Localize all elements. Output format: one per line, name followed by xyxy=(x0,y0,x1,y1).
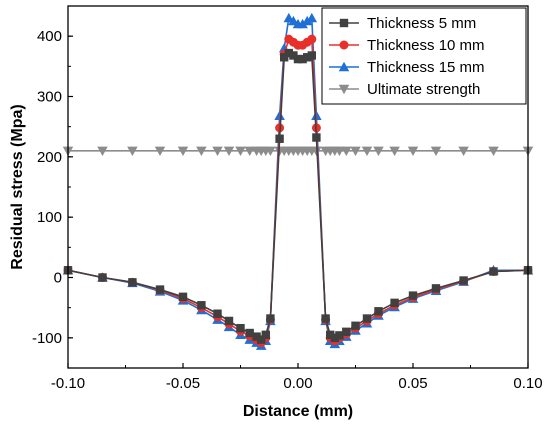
data-point xyxy=(303,53,312,62)
data-point xyxy=(321,314,330,323)
data-point xyxy=(275,134,284,143)
y-tick-label: 0 xyxy=(54,270,62,287)
series-0 xyxy=(63,48,533,344)
y-tick-label: 400 xyxy=(37,28,62,45)
data-point xyxy=(341,146,352,157)
legend-marker xyxy=(339,40,349,50)
data-point xyxy=(312,133,321,142)
data-point xyxy=(245,328,254,338)
y-tick-label: 200 xyxy=(37,149,62,166)
data-point xyxy=(389,146,400,157)
legend-item: Thickness 15 mm xyxy=(329,59,485,76)
data-point xyxy=(330,333,339,343)
data-point xyxy=(361,146,373,157)
data-point xyxy=(342,327,351,336)
legend-marker xyxy=(338,84,350,95)
data-point xyxy=(97,146,108,157)
data-point xyxy=(298,54,307,64)
data-point xyxy=(236,323,245,333)
legend-label: Ultimate strength xyxy=(367,81,480,98)
data-point xyxy=(373,146,384,157)
data-point xyxy=(334,146,345,157)
series-layer xyxy=(62,12,534,350)
x-tick-label: 0.10 xyxy=(513,375,542,392)
legend-item: Thickness 5 mm xyxy=(329,15,476,32)
data-point xyxy=(293,54,303,64)
x-tick-label: 0.00 xyxy=(283,375,312,392)
data-point xyxy=(223,146,235,157)
legend-item: Thickness 10 mm xyxy=(329,37,485,54)
series-3 xyxy=(62,146,534,157)
data-point xyxy=(301,15,313,26)
data-point xyxy=(252,332,261,341)
data-point xyxy=(261,330,270,340)
data-point xyxy=(257,335,266,344)
data-point xyxy=(407,146,419,157)
legend-item: Ultimate strength xyxy=(329,81,480,98)
data-point xyxy=(244,146,255,157)
data-point xyxy=(127,146,138,157)
data-point xyxy=(197,301,206,310)
data-point xyxy=(408,291,418,300)
data-point xyxy=(98,273,107,282)
data-point xyxy=(213,309,222,318)
data-point xyxy=(307,34,317,44)
x-tick-label: -0.10 xyxy=(51,375,85,392)
x-tick-label: -0.05 xyxy=(166,375,200,392)
data-point xyxy=(459,276,468,285)
data-point xyxy=(284,48,293,58)
data-point xyxy=(307,51,316,60)
data-point xyxy=(178,292,188,302)
legend: Thickness 5 mm Thickness 10 mm Thickness 1… xyxy=(321,7,527,105)
data-point xyxy=(351,321,360,330)
x-tick-label: 0.05 xyxy=(398,375,427,392)
data-point xyxy=(196,146,207,157)
data-point xyxy=(335,331,344,340)
data-point xyxy=(128,278,137,287)
data-point xyxy=(374,307,383,316)
data-point xyxy=(289,51,298,60)
legend-label: Thickness 5 mm xyxy=(367,15,476,32)
data-point xyxy=(235,146,246,157)
data-point xyxy=(155,285,165,294)
data-point xyxy=(224,316,234,326)
y-tick-label: 300 xyxy=(37,89,62,106)
data-point xyxy=(350,146,361,157)
data-point xyxy=(177,146,189,157)
data-point xyxy=(362,314,372,323)
y-axis-label: Residual stress (Mpa) xyxy=(9,104,26,269)
data-point xyxy=(212,146,223,157)
data-point xyxy=(390,298,399,308)
legend-marker xyxy=(339,18,349,28)
data-point xyxy=(280,53,289,62)
data-point xyxy=(488,146,499,157)
axis-ticks: -0.10 -0.05 0.00 0.05 0.10 -100 0 100 200 300 400 xyxy=(32,5,543,392)
x-axis-label: Distance (mm) xyxy=(243,403,353,420)
legend-box xyxy=(321,7,527,105)
data-point xyxy=(154,146,166,157)
data-point xyxy=(306,12,318,23)
legend-label: Thickness 15 mm xyxy=(367,59,485,76)
y-tick-label: -100 xyxy=(32,330,62,347)
y-tick-label: 100 xyxy=(37,209,62,226)
data-point xyxy=(489,267,498,276)
data-point xyxy=(265,146,276,157)
data-point xyxy=(458,146,469,157)
data-point xyxy=(326,330,335,340)
data-point xyxy=(266,314,275,323)
legend-marker xyxy=(338,61,350,72)
legend-label: Thickness 10 mm xyxy=(367,37,485,54)
data-point xyxy=(431,284,441,293)
data-point xyxy=(430,146,442,157)
data-point xyxy=(297,18,308,29)
